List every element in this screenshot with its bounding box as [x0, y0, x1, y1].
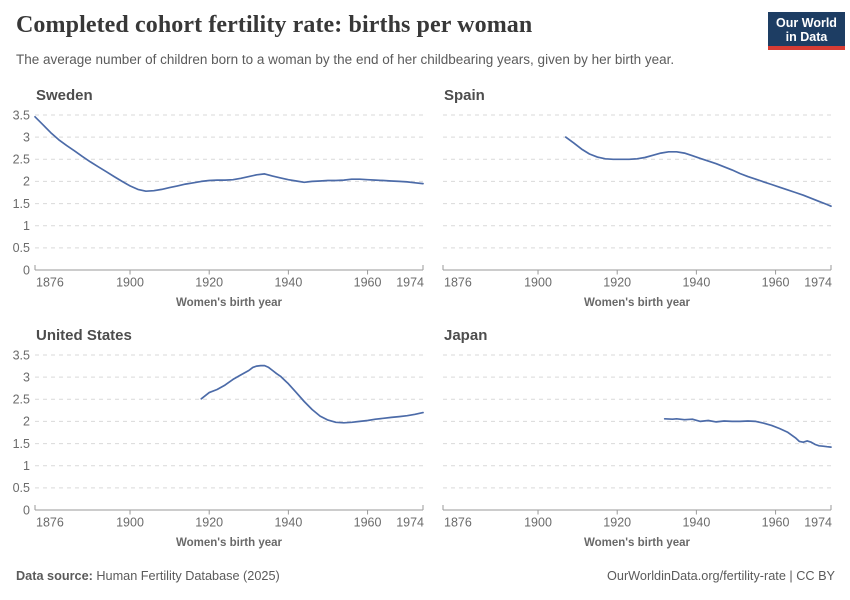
x-tick-label: 1920	[603, 276, 631, 290]
facet-title: Sweden	[36, 87, 93, 104]
x-axis-title: Women's birth year	[176, 297, 283, 309]
footer-link[interactable]: OurWorldinData.org/fertility-rate | CC B…	[607, 569, 835, 583]
datasource-value: Human Fertility Database (2025)	[92, 569, 280, 583]
y-tick-label: 1	[23, 219, 30, 233]
facet-title: United States	[36, 327, 132, 344]
facet-sweden: Sweden 1876 1900 1920 1940 1960 1974 0 0.5 1 1.5 2 2…	[0, 80, 433, 315]
x-tick-label: 1900	[524, 516, 552, 530]
y-tick-label: 1.5	[13, 197, 30, 211]
x-tick-label: 1940	[682, 516, 710, 530]
x-tick-label: 1960	[354, 516, 382, 530]
owid-logo-line1: Our World	[776, 16, 837, 30]
x-axis: 1876 1900 1920 1940 1960 1974	[442, 505, 832, 530]
gridlines	[35, 114, 423, 249]
x-tick-label: 1876	[36, 516, 64, 530]
x-tick-label: 1920	[195, 516, 223, 530]
x-axis: 1876 1900 1920 1940 1960 1974	[34, 265, 424, 290]
x-tick-label: 1900	[116, 516, 144, 530]
chart-japan: Japan 1876 1900 1920 1940 1960 1974 Women's bir…	[442, 327, 832, 549]
x-tick-label: 1920	[603, 516, 631, 530]
chart-spain: Spain 1876 1900 1920 1940 1960 1974 Women's bir…	[442, 87, 832, 309]
line-united-states	[200, 364, 424, 424]
x-tick-label: 1900	[116, 276, 144, 290]
y-tick-label: 3.5	[13, 108, 30, 122]
chart-sweden: Sweden 1876 1900 1920 1940 1960 1974 0 0.5 1 1.5 2 2…	[13, 87, 424, 309]
x-tick-label: 1876	[444, 516, 472, 530]
facet-japan: Japan 1876 1900 1920 1940 1960 1974 Women's bir…	[408, 320, 841, 555]
y-tick-label: 3.5	[13, 348, 30, 362]
y-tick-label: 2.5	[13, 393, 30, 407]
facet-united-states: United States 1876 1900 1920 1940 1960 1974 0 0.…	[0, 320, 433, 555]
owid-logo-line2: in Data	[785, 30, 828, 45]
x-tick-label: 1876	[444, 276, 472, 290]
page-subtitle: The average number of children born to a…	[16, 52, 675, 67]
y-tick-label: 0	[23, 263, 30, 277]
y-tick-label: 2.5	[13, 153, 30, 167]
x-tick-label: 1920	[195, 276, 223, 290]
owid-logo[interactable]: Our World in Data	[768, 12, 845, 50]
facet-spain: Spain 1876 1900 1920 1940 1960 1974 Women's bir…	[408, 80, 841, 315]
y-tick-label: 0	[23, 503, 30, 517]
y-axis-labels: 0 0.5 1 1.5 2 2.5 3 3.5	[13, 108, 30, 277]
gridlines	[443, 354, 831, 489]
x-tick-label: 1940	[682, 276, 710, 290]
x-tick-label: 1940	[274, 516, 302, 530]
y-tick-label: 0.5	[13, 481, 30, 495]
owid-logo-accent-bar	[768, 46, 845, 50]
x-tick-label: 1960	[354, 276, 382, 290]
x-tick-label: 1940	[274, 276, 302, 290]
x-tick-label: 1974	[804, 276, 832, 290]
x-axis-title: Women's birth year	[176, 537, 283, 549]
x-axis: 1876 1900 1920 1940 1960 1974	[34, 505, 424, 530]
x-tick-label: 1974	[804, 516, 832, 530]
y-tick-label: 0.5	[13, 241, 30, 255]
facet-title: Spain	[444, 87, 485, 104]
y-tick-label: 2	[23, 415, 30, 429]
line-sweden	[34, 115, 424, 193]
x-tick-label: 1960	[762, 276, 790, 290]
chart-united-states: United States 1876 1900 1920 1940 1960 1974 0 0.…	[13, 327, 424, 549]
x-tick-label: 1876	[36, 276, 64, 290]
line-spain	[564, 136, 832, 208]
gridlines	[443, 114, 831, 249]
x-axis-title: Women's birth year	[584, 537, 691, 549]
y-tick-label: 1	[23, 459, 30, 473]
line-japan	[663, 417, 832, 448]
y-axis-labels: 0 0.5 1 1.5 2 2.5 3 3.5	[13, 348, 30, 517]
datasource-label: Data source:	[16, 569, 93, 583]
x-tick-label: 1974	[396, 516, 424, 530]
x-tick-label: 1960	[762, 516, 790, 530]
x-axis: 1876 1900 1920 1940 1960 1974	[442, 265, 832, 290]
y-tick-label: 3	[23, 130, 30, 144]
page-title: Completed cohort fertility rate: births …	[16, 12, 533, 38]
y-tick-label: 1.5	[13, 437, 30, 451]
facet-title: Japan	[444, 327, 487, 344]
x-tick-label: 1974	[396, 276, 424, 290]
y-tick-label: 2	[23, 175, 30, 189]
y-tick-label: 3	[23, 370, 30, 384]
x-axis-title: Women's birth year	[584, 297, 691, 309]
x-tick-label: 1900	[524, 276, 552, 290]
footer-datasource: Data source: Human Fertility Database (2…	[16, 569, 280, 583]
